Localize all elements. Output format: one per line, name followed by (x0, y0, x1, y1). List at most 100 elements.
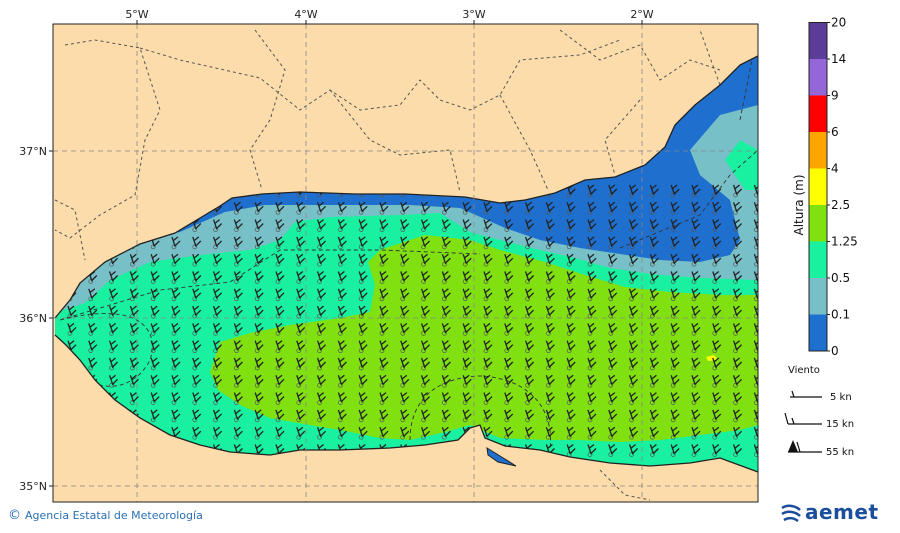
wind-barb (358, 409, 368, 423)
credit-text: Agencia Estatal de Meteorología (25, 509, 203, 522)
wind-barb (732, 253, 743, 267)
wind-barb (545, 270, 555, 284)
colorbar-level-label: 0.1 (831, 308, 850, 322)
wind-barb (670, 340, 680, 354)
wind-barb (587, 201, 597, 215)
wind-barb (628, 184, 639, 198)
wind-barb (732, 201, 743, 215)
wind-barb (150, 270, 160, 284)
wind-barb (88, 305, 98, 319)
wind-barb (504, 236, 514, 250)
wind-barb (358, 340, 368, 354)
wind-barb (628, 443, 639, 457)
lon-tick-label: 3°W (462, 8, 485, 21)
wind-barb (254, 305, 264, 319)
wind-barb (504, 201, 514, 215)
wind-barb (296, 322, 306, 336)
wind-barb (316, 374, 327, 388)
wind-barb (212, 288, 223, 302)
wind-barb (108, 340, 119, 354)
wind-barb (691, 219, 701, 232)
wind-barb (316, 270, 327, 284)
wind-barb (441, 219, 451, 232)
wind-barb (566, 443, 576, 457)
wind-legend: Viento 5 kn 15 kn 55 kn (784, 365, 854, 458)
wind-barb (296, 340, 306, 354)
wind-barb (212, 374, 223, 388)
wind-barb (296, 426, 306, 440)
wind-barb (420, 236, 431, 250)
wind-barb (670, 219, 680, 232)
wind-barb (524, 340, 535, 354)
wind-barb (608, 270, 618, 284)
wind-barb (670, 374, 680, 388)
wind-barb (712, 374, 722, 388)
wind-barb (545, 392, 555, 405)
wind-barb (587, 184, 597, 198)
wind-barb (192, 305, 202, 319)
wind-barb (379, 236, 389, 250)
wind-barb (212, 322, 223, 336)
colorbar-swatch (809, 95, 827, 132)
wind-barb (566, 201, 576, 215)
wind-barb (316, 305, 327, 319)
wind-barb (649, 184, 659, 198)
wind-barb (691, 236, 701, 250)
wind-barb (379, 374, 389, 388)
wind-barb (524, 288, 535, 302)
wind-barb (628, 357, 639, 371)
colorbar-swatch (809, 205, 827, 242)
wind-barb (337, 374, 347, 388)
wind-barb (691, 392, 701, 405)
wind-barb (192, 288, 202, 302)
wind-barb (545, 236, 555, 250)
wind-barb (296, 409, 306, 423)
wind-barb (649, 219, 659, 232)
wind-barb (670, 253, 680, 267)
wind-barb (524, 426, 535, 440)
height-colorbar: 0 0.1 0.5 1.25 2.5 4 6 9 14 20 (808, 16, 858, 358)
lon-tick-label: 2°W (630, 8, 653, 21)
wind-barb (608, 443, 618, 457)
wind-barb (441, 253, 451, 267)
wind-barb (233, 219, 243, 232)
graticule (53, 24, 758, 502)
wind-barb (337, 201, 347, 215)
wind-barb (337, 409, 347, 423)
wind-barb (254, 219, 264, 232)
wind-barb (483, 270, 493, 284)
colorbar-level-label: 20 (831, 16, 846, 30)
wind-barb (212, 219, 223, 232)
wind-barb (88, 340, 98, 354)
lon-axis: 5°W 4°W 3°W 2°W (125, 8, 654, 24)
wind-barb (379, 409, 389, 423)
wind-barb (670, 409, 680, 423)
wind-barb (192, 409, 202, 423)
aemet-logo: aemet (780, 500, 879, 524)
logo-text: aemet (805, 500, 879, 524)
wind-barb (712, 184, 722, 198)
wind-barb (150, 288, 160, 302)
wind-barb (129, 322, 139, 336)
wind-barb (670, 357, 680, 371)
wind-legend-label: 15 kn (826, 419, 854, 430)
wind-barb (233, 201, 243, 215)
wind-barb (254, 288, 264, 302)
wind-barb (400, 357, 410, 371)
aemet-swirl-icon (781, 504, 801, 522)
lat-tick-label: 37°N (19, 145, 47, 158)
wind-barb (233, 236, 243, 250)
wind-barb (545, 374, 555, 388)
wind-barb (379, 201, 389, 215)
wind-barb (108, 305, 119, 319)
wind-barb (608, 253, 618, 267)
wind-barb (171, 288, 181, 302)
wind-barb (233, 392, 243, 405)
wind-barb (420, 288, 431, 302)
wind-barb (649, 305, 659, 319)
wind-barb (192, 392, 202, 405)
wind-barb (732, 443, 743, 457)
wind-barb (400, 305, 410, 319)
wind-barb (691, 374, 701, 388)
wind-barb (108, 288, 119, 302)
